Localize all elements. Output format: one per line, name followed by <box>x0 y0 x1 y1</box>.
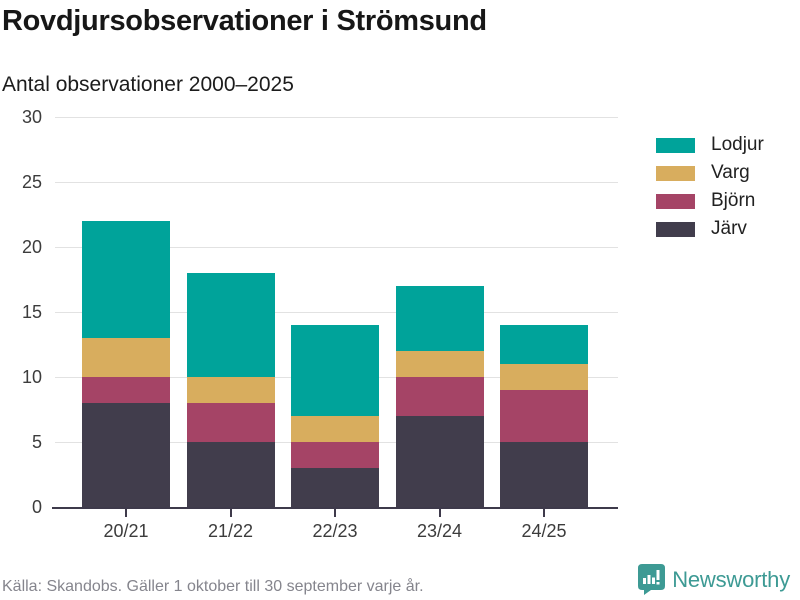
legend-swatch-lodjur <box>656 137 695 153</box>
x-axis-tick-label: 23/24 <box>416 521 463 541</box>
segment-järv <box>395 416 484 507</box>
x-axis-tick-label: 24/25 <box>521 521 567 541</box>
source-note: Källa: Skandobs. Gäller 1 oktober till 3… <box>2 578 424 595</box>
legend-item-björn: Björn <box>656 187 764 215</box>
segment-lodjur <box>500 325 588 364</box>
legend-label: Järv <box>711 218 747 239</box>
y-axis-tick-label: 10 <box>21 367 42 387</box>
legend-item-varg: Varg <box>656 159 764 187</box>
gridline-y20 <box>55 247 618 248</box>
y-axis-tick-label: 30 <box>21 107 42 127</box>
y-axis-tick-label: 0 <box>31 497 42 517</box>
chart-subtitle: Antal observationer 2000–2025 <box>2 73 294 96</box>
x-axis-tick-label: 20/21 <box>103 521 149 541</box>
y-axis-tick-label: 15 <box>21 302 42 322</box>
bar-21-22: 21/22 <box>186 117 275 541</box>
y-axis-tick-label: 5 <box>31 432 42 452</box>
segment-björn <box>186 403 275 442</box>
legend-label: Varg <box>711 162 750 183</box>
x-axis-tick-label: 21/22 <box>207 521 254 541</box>
bar-22-23: 22/23 <box>291 117 379 541</box>
legend: Lodjur Varg Björn Järv <box>656 131 764 243</box>
segment-järv <box>500 442 588 507</box>
segment-lodjur <box>82 221 170 338</box>
x-axis-tick-label: 22/23 <box>312 521 358 541</box>
newsworthy-wordmark: Newsworthy <box>672 566 790 592</box>
bars-container: 20/21 21/22 22/23 23/24 24/25 <box>52 117 618 541</box>
segment-varg <box>291 416 379 442</box>
gridline-y30 <box>55 117 618 118</box>
segment-varg <box>186 377 275 403</box>
bar-stack <box>291 325 379 507</box>
chart-title: Rovdjursobservationer i Strömsund <box>2 5 487 37</box>
segment-björn <box>291 442 379 468</box>
bar-stack <box>186 273 275 507</box>
segment-varg <box>395 351 484 377</box>
bar-23-24: 23/24 <box>395 117 484 541</box>
segment-lodjur <box>395 286 484 351</box>
segment-björn <box>395 377 484 416</box>
plot-area: 0 5 10 15 20 25 30 20/21 21/22 22/23 23/24 24/25 <box>22 108 618 541</box>
segment-lodjur <box>291 325 379 416</box>
bar-stack <box>82 221 170 507</box>
legend-swatch-björn <box>656 193 695 209</box>
segment-lodjur <box>186 273 275 377</box>
gridline-y15 <box>55 312 618 313</box>
newsworthy-logo: Newsworthy <box>638 564 790 595</box>
legend-item-lodjur: Lodjur <box>656 131 764 159</box>
legend-swatch-järv <box>656 221 695 237</box>
segment-varg <box>82 338 170 377</box>
segment-varg <box>500 364 588 390</box>
legend-swatch-varg <box>656 165 695 181</box>
y-axis-tick-label: 25 <box>21 172 42 192</box>
segment-järv <box>186 442 275 507</box>
bar-stack <box>395 286 484 507</box>
bar-stack <box>500 325 588 507</box>
segment-järv <box>291 468 379 507</box>
segment-björn <box>82 377 170 403</box>
bar-20-21: 20/21 <box>82 117 170 541</box>
legend-label: Lodjur <box>711 134 764 155</box>
newsworthy-speech-bubble-chart-icon <box>638 564 666 595</box>
gridline-y25 <box>55 182 618 183</box>
segment-järv <box>82 403 170 507</box>
segment-björn <box>500 390 588 442</box>
y-axis-tick-label: 20 <box>21 237 42 257</box>
legend-item-järv: Järv <box>656 215 764 243</box>
legend-label: Björn <box>711 190 756 211</box>
bar-24-25: 24/25 <box>500 117 588 541</box>
